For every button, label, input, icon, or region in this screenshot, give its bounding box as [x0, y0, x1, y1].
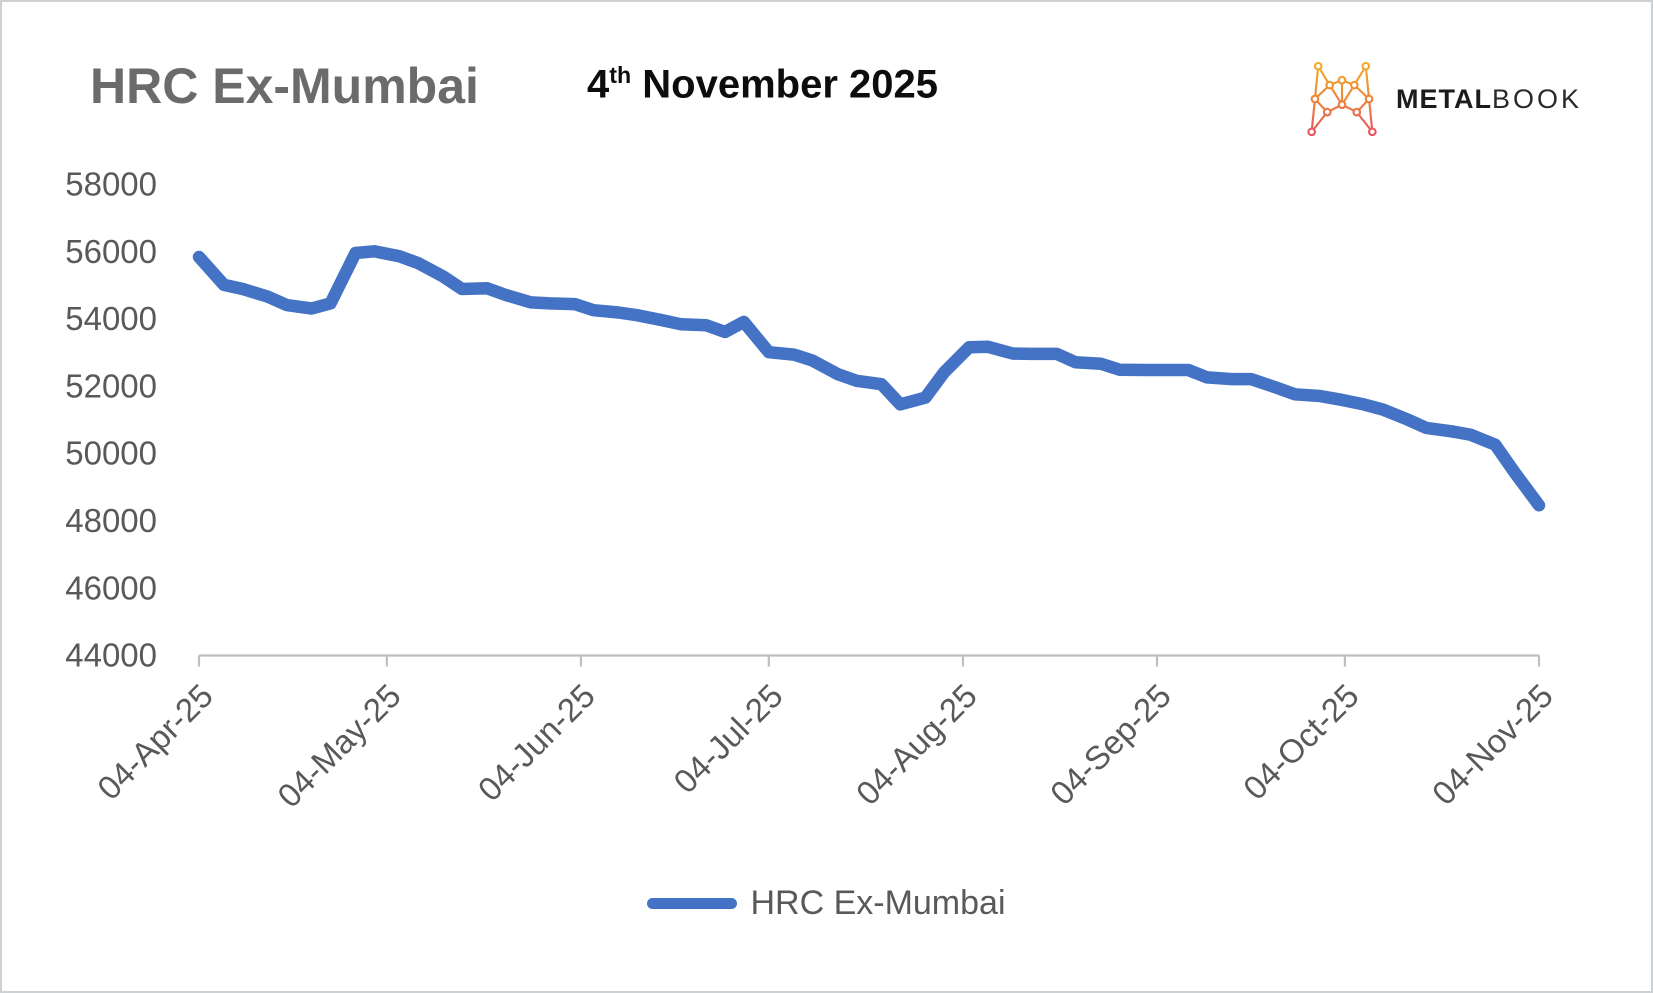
x-axis-line	[197, 654, 1541, 667]
x-axis-label: 04-Aug-25	[849, 677, 984, 812]
x-axis-label: 04-Apr-25	[90, 677, 220, 807]
y-axis-label: 44000	[65, 637, 157, 674]
x-axis: 04-Apr-25 04-May-25 04-Jun-25 04-Jul-25 04-A…	[90, 654, 1560, 815]
y-axis-labels: 58000 56000 54000 52000 50000 48000 46000 44000	[65, 166, 157, 674]
price-line-hrc-ex-mumbai	[192, 245, 1546, 512]
legend-label: HRC Ex-Mumbai	[750, 884, 1006, 922]
y-axis-label: 48000	[65, 502, 157, 539]
date-day: 4	[587, 62, 610, 107]
y-axis-label: 46000	[65, 569, 157, 606]
date-heading: 4th November 2025	[587, 62, 938, 107]
x-axis-label: 04-Oct-25	[1236, 677, 1366, 807]
legend: HRC Ex-Mumbai	[2, 884, 1651, 923]
brand-book: BOOK	[1491, 83, 1583, 114]
y-axis-label: 56000	[65, 233, 157, 270]
metalbook-m-icon	[1307, 61, 1377, 137]
x-axis-label: 04-May-25	[270, 677, 408, 815]
x-axis-label: 04-Sep-25	[1043, 677, 1178, 812]
x-axis-label: 04-Jul-25	[666, 677, 789, 800]
metalbook-logo: METALBOOK	[1302, 58, 1582, 140]
x-axis-label: 04-Nov-25	[1425, 677, 1560, 812]
date-ordinal: th	[609, 62, 632, 88]
y-axis-label: 58000	[65, 166, 157, 203]
x-axis-label: 04-Jun-25	[471, 677, 602, 808]
y-axis-label: 52000	[65, 367, 157, 404]
metalbook-wordmark: METALBOOK	[1396, 84, 1582, 115]
brand-metal: METAL	[1396, 83, 1492, 114]
legend-line-swatch	[647, 898, 738, 909]
page-title: HRC Ex-Mumbai	[90, 58, 479, 114]
date-rest: November 2025	[631, 62, 938, 107]
y-axis-label: 54000	[65, 300, 157, 337]
y-axis-label: 50000	[65, 435, 157, 472]
